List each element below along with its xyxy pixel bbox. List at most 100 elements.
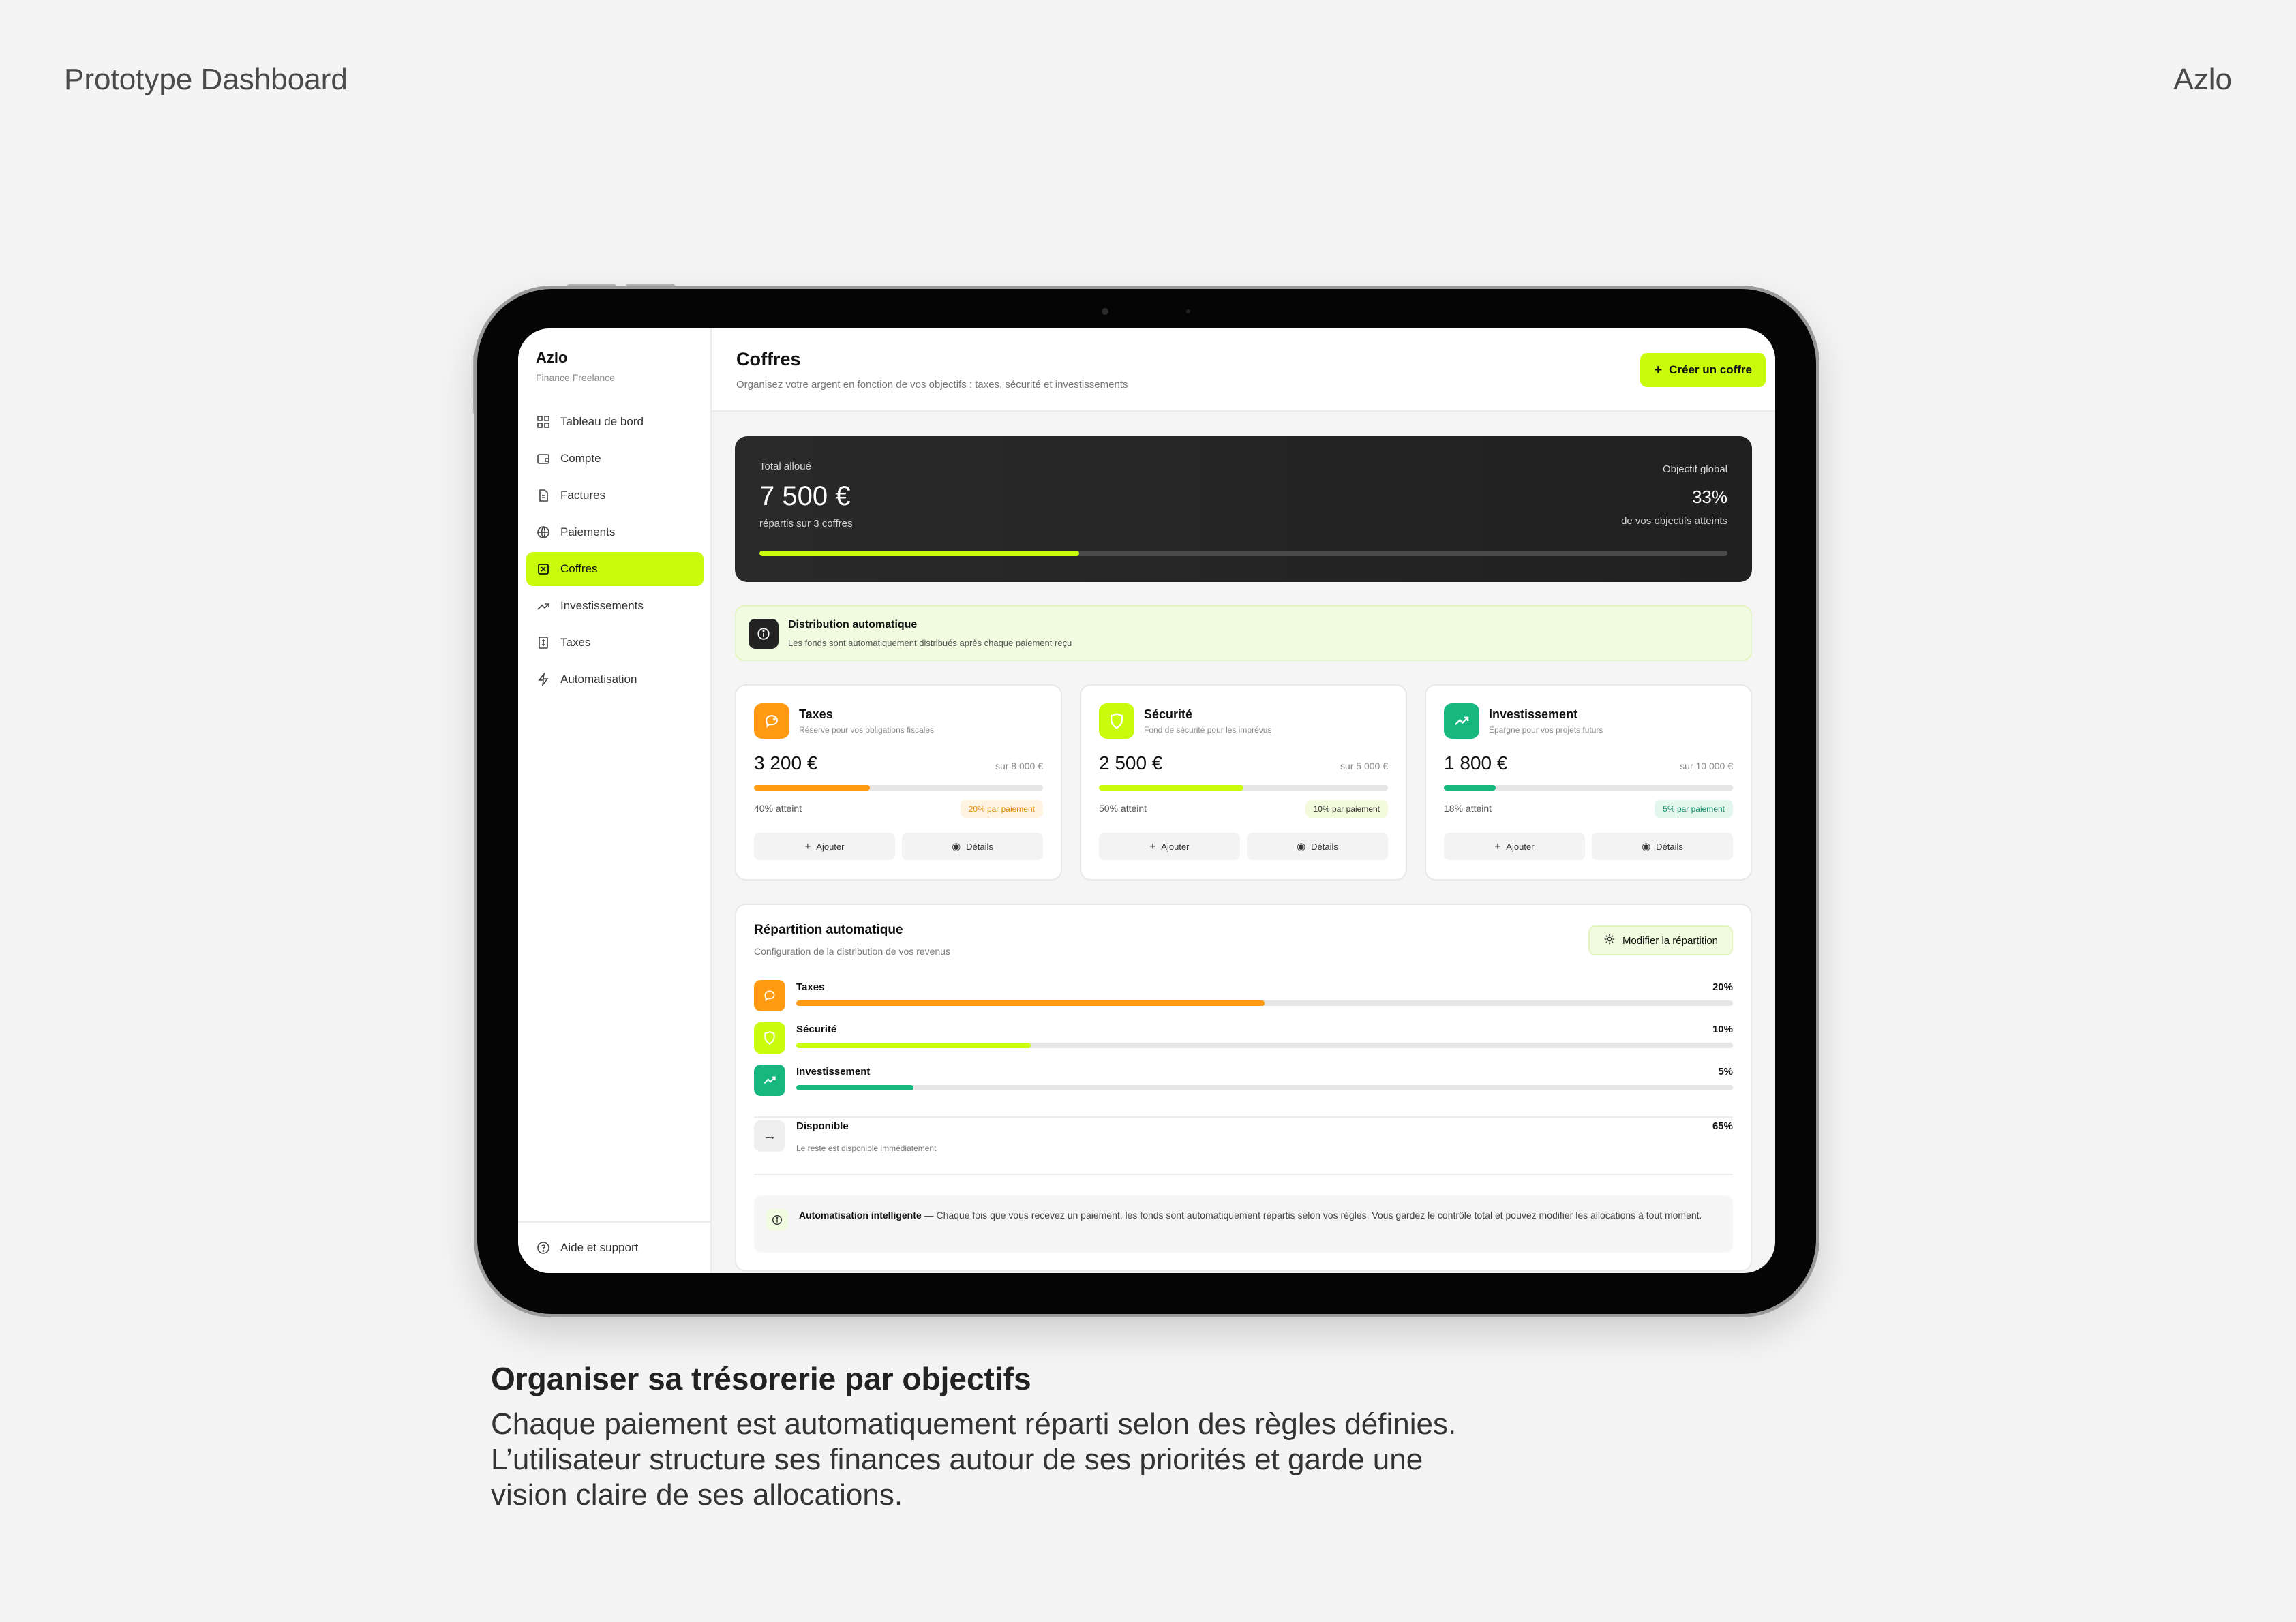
- vault-card-securite[interactable]: Sécurité Fond de sécurité pour les impré…: [1080, 684, 1407, 881]
- eye-icon: ◉: [1297, 841, 1306, 853]
- globe-icon: [536, 525, 551, 540]
- sidebar-item-label: Paiements: [560, 525, 616, 538]
- piggy-bank-icon: [754, 703, 789, 739]
- vault-name: Investissement: [1489, 707, 1578, 721]
- allocation-bar: [796, 1000, 1733, 1006]
- vault-amount: 1 800 €: [1444, 752, 1508, 774]
- global-progress-bar: [759, 551, 1727, 556]
- vault-reached: 18% atteint: [1444, 803, 1492, 814]
- vault-rate-badge: 5% par paiement: [1655, 800, 1733, 818]
- allocation-name: Sécurité: [796, 1024, 837, 1035]
- vault-actions: + Ajouter ◉ Détails: [754, 833, 1043, 860]
- trend-up-icon: [536, 598, 551, 613]
- piggy-bank-icon: [754, 980, 785, 1011]
- lightning-icon: [536, 672, 551, 687]
- vault-amount: 3 200 €: [754, 752, 818, 774]
- add-label: Ajouter: [1506, 841, 1535, 852]
- add-button[interactable]: + Ajouter: [1444, 833, 1585, 860]
- details-button[interactable]: ◉ Détails: [902, 833, 1043, 860]
- vault-desc: Réserve pour vos obligations fiscales: [799, 725, 935, 735]
- tablet-side-button: [473, 354, 477, 414]
- vault-rate-badge: 10% par paiement: [1305, 800, 1388, 818]
- total-amount: 7 500 €: [759, 481, 851, 511]
- vault-icon: [536, 562, 551, 577]
- allocation-row-taxes: Taxes 20%: [754, 980, 1733, 1022]
- arrow-right-icon: →: [754, 1120, 785, 1152]
- add-button[interactable]: + Ajouter: [754, 833, 895, 860]
- available-percent: 65%: [1712, 1120, 1733, 1132]
- content: Total alloué 7 500 € répartis sur 3 coff…: [735, 436, 1752, 1272]
- add-label: Ajouter: [816, 841, 845, 852]
- sidebar-item-investissements[interactable]: Investissements: [526, 589, 704, 623]
- smart-automation-note: Automatisation intelligente — Chaque foi…: [754, 1195, 1733, 1253]
- auto-distribution-notice: Distribution automatique Les fonds sont …: [735, 605, 1752, 661]
- sidebar-item-label: Investissements: [560, 599, 644, 612]
- page-title: Coffres: [736, 349, 801, 369]
- allocation-percent: 20%: [1712, 981, 1733, 993]
- caption-line: Chaque paiement est automatiquement répa…: [491, 1407, 1457, 1441]
- sidebar-item-taxes[interactable]: Taxes: [526, 626, 704, 660]
- sidebar-item-paiements[interactable]: Paiements: [526, 515, 704, 549]
- vault-amount: 2 500 €: [1099, 752, 1163, 774]
- sidebar-nav: Tableau de bord Compte Factures Paiement…: [526, 405, 704, 699]
- details-button[interactable]: ◉ Détails: [1247, 833, 1388, 860]
- page-header-brand: Azlo: [2173, 63, 2232, 96]
- allocation-bar: [796, 1043, 1733, 1048]
- vault-desc: Épargne pour vos projets futurs: [1489, 725, 1603, 735]
- available-sub: Le reste est disponible immédiatement: [796, 1144, 937, 1153]
- caption-body: Chaque paiement est automatiquement répa…: [491, 1407, 1582, 1513]
- eye-icon: ◉: [952, 841, 961, 853]
- allocation-rows: Taxes 20% Sécurité 10% Investissement 5%: [754, 980, 1733, 1107]
- sidebar-item-compte[interactable]: Compte: [526, 442, 704, 476]
- vault-cards: Taxes Réserve pour vos obligations fisca…: [735, 684, 1752, 881]
- details-button[interactable]: ◉ Détails: [1592, 833, 1733, 860]
- total-sub: répartis sur 3 coffres: [759, 518, 853, 530]
- goal-sub: de vos objectifs atteints: [1621, 515, 1727, 527]
- vault-progress-bar: [754, 785, 1043, 791]
- edit-allocation-button[interactable]: Modifier la répartition: [1588, 925, 1733, 955]
- allocation-bar-fill: [796, 1085, 913, 1090]
- create-vault-button[interactable]: + Créer un coffre: [1640, 353, 1766, 387]
- vault-card-investissement[interactable]: Investissement Épargne pour vos projets …: [1425, 684, 1752, 881]
- brand-name: Azlo: [536, 349, 568, 366]
- total-allocated-card: Total alloué 7 500 € répartis sur 3 coff…: [735, 436, 1752, 582]
- goal-label: Objectif global: [1662, 463, 1727, 475]
- notice-text: Les fonds sont automatiquement distribué…: [788, 638, 1072, 648]
- sidebar-item-label: Factures: [560, 489, 606, 502]
- allocation-percent: 10%: [1712, 1024, 1733, 1035]
- plus-icon: +: [1654, 362, 1663, 378]
- plus-icon: +: [1149, 840, 1156, 853]
- sidebar-item-label: Tableau de bord: [560, 415, 644, 428]
- help-label: Aide et support: [560, 1241, 639, 1254]
- main-area: Coffres Organisez votre argent en foncti…: [712, 328, 1775, 1273]
- add-button[interactable]: + Ajouter: [1099, 833, 1240, 860]
- sidebar-item-tableau-de-bord[interactable]: Tableau de bord: [526, 405, 704, 439]
- vault-reached: 40% atteint: [754, 803, 802, 814]
- caption-title: Organiser sa trésorerie par objectifs: [491, 1361, 1031, 1396]
- camera-dot: [1102, 308, 1108, 315]
- goal-value: 33%: [1691, 487, 1727, 507]
- trend-up-icon: [1444, 703, 1479, 739]
- vault-name: Taxes: [799, 707, 833, 721]
- available-name: Disponible: [796, 1120, 849, 1132]
- total-label: Total alloué: [759, 461, 811, 472]
- allocation-percent: 5%: [1718, 1066, 1733, 1077]
- vault-goal: sur 10 000 €: [1680, 761, 1733, 771]
- shield-icon: [754, 1022, 785, 1054]
- edit-allocation-label: Modifier la répartition: [1622, 934, 1718, 947]
- help-support-link[interactable]: Aide et support: [518, 1221, 710, 1273]
- sidebar-item-label: Taxes: [560, 636, 591, 649]
- vault-card-taxes[interactable]: Taxes Réserve pour vos obligations fisca…: [735, 684, 1062, 881]
- gear-icon: [1603, 933, 1616, 948]
- vault-actions: + Ajouter ◉ Détails: [1444, 833, 1733, 860]
- vault-progress-fill: [754, 785, 870, 791]
- sidebar-item-label: Coffres: [560, 562, 598, 575]
- sidebar-item-coffres[interactable]: Coffres: [526, 552, 704, 586]
- sidebar-item-factures[interactable]: Factures: [526, 478, 704, 512]
- page-header-title: Prototype Dashboard: [64, 63, 348, 96]
- app-screen: Azlo Finance Freelance Tableau de bord C…: [518, 328, 1775, 1273]
- sidebar-item-automatisation[interactable]: Automatisation: [526, 662, 704, 697]
- receipt-icon: [536, 635, 551, 650]
- plus-icon: +: [1494, 840, 1501, 853]
- allocation-row-investissement: Investissement 5%: [754, 1065, 1733, 1107]
